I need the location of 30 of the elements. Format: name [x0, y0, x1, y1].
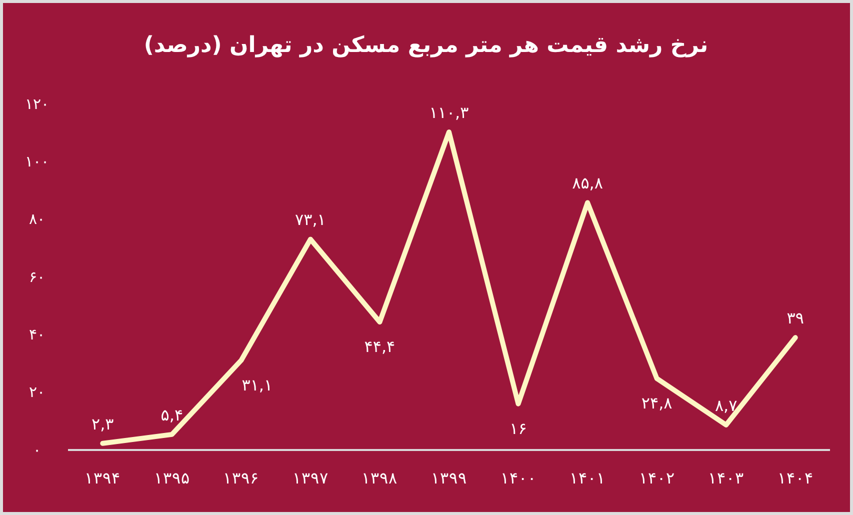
y-tick-label: ۸۰: [29, 211, 45, 228]
x-tick-label: ۱۳۹۴: [84, 470, 121, 488]
data-label: ۲,۳: [91, 414, 114, 434]
y-tick-label: ۱۰۰: [25, 153, 49, 170]
data-label: ۸,۷: [714, 396, 738, 415]
x-tick-label: ۱۴۰۱: [570, 470, 606, 488]
x-tick-label: ۱۳۹۶: [223, 470, 260, 488]
y-tick-label: ۴۰: [29, 326, 45, 344]
data-label: ۸۵,۸: [572, 174, 604, 193]
y-tick-label: ۰: [33, 442, 41, 459]
x-tick-label: ۱۴۰۲: [638, 470, 675, 488]
y-tick-label: ۶۰: [29, 268, 45, 286]
data-label: ۴۴,۴: [364, 336, 396, 356]
data-label: ۱۱۰,۳: [429, 102, 470, 122]
y-tick-label: ۱۲۰: [25, 96, 49, 113]
chart-title: نرخ رشد قیمت هر متر مربع مسکن در تهران (درصد): [144, 33, 708, 58]
x-tick-label: ۱۴۰۴: [777, 470, 814, 488]
data-label: ۳۱,۱: [242, 375, 273, 394]
data-label: ۳۹: [786, 308, 804, 328]
x-tick-label: ۱۳۹۹: [431, 470, 467, 488]
x-tick-label: ۱۳۹۸: [362, 470, 398, 488]
data-label: ۵,۴: [160, 405, 184, 424]
data-label: ۲۴,۸: [641, 393, 673, 412]
x-tick-label: ۱۴۰۳: [708, 470, 744, 488]
y-tick-label: ۲۰: [29, 384, 45, 402]
data-label: ۱۶: [510, 418, 527, 438]
x-tick-label: ۱۴۰۰: [500, 470, 536, 488]
data-label: ۷۳,۱: [295, 210, 326, 230]
x-tick-label: ۱۳۹۷: [292, 470, 328, 488]
x-tick-label: ۱۳۹۵: [154, 470, 190, 488]
